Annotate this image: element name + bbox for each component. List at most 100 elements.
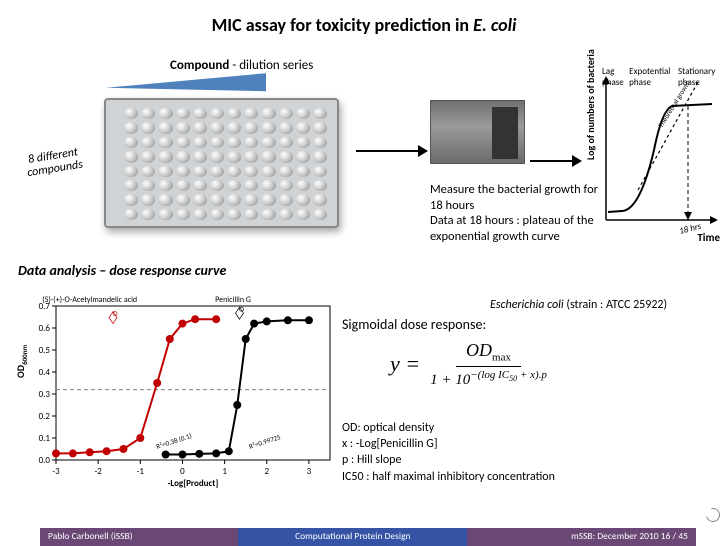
strain-label: Escherichia coli (strain : ATCC 25922) [490,298,667,312]
svg-text:0.3: 0.3 [39,389,51,400]
well [141,151,155,162]
well [313,180,327,191]
title-pre: MIC assay for toxicity prediction in [212,14,474,36]
measure-l2: Data at 18 hours : plateau of the expone… [430,213,605,244]
svg-text:-1: -1 [137,466,145,477]
svg-text:Penicillin G: Penicillin G [215,295,251,305]
well [244,209,258,220]
sigmoid-heading: Sigmoidal dose response: [342,316,486,333]
well [158,194,172,205]
data-analysis-heading: Data analysis – dose response curve [18,262,226,279]
well [210,122,224,133]
svg-text:0.2: 0.2 [39,411,51,422]
dilution-wedge-icon [106,73,266,97]
well [279,151,293,162]
def-ic50: IC50 : half maximal inhibitory concentra… [342,469,555,485]
well [141,209,155,220]
well [227,108,241,119]
well [296,151,310,162]
def-p: p : Hill slope [342,452,555,468]
well [176,108,190,119]
well [176,166,190,177]
well [158,180,172,191]
well [279,209,293,220]
eq-exp-sub: 50 [509,374,517,383]
well [296,166,310,177]
well [124,137,138,148]
arrow-icon [356,150,426,152]
well [296,122,310,133]
eq-lhs: y = [390,351,420,377]
well [261,151,275,162]
compound-dilution-label: Compound - dilution series [170,58,313,73]
eq-exp1: −(log IC [470,369,509,381]
well [193,122,207,133]
well [141,180,155,191]
well [227,166,241,177]
well [124,108,138,119]
well [141,108,155,119]
well [141,166,155,177]
well [313,137,327,148]
well [227,122,241,133]
growth-xlabel: Time [697,231,720,244]
well [193,151,207,162]
strain-rest: (strain : ATCC 25922) [566,298,667,312]
well [296,108,310,119]
well [261,194,275,205]
well [210,209,224,220]
well [244,151,258,162]
well [158,108,172,119]
svg-text:2: 2 [264,466,269,477]
dose-response-chart: 0.00.10.20.30.40.50.60.7-3-2-10123-Log[P… [18,288,338,488]
well [193,137,207,148]
measurement-text: Measure the bacterial growth for 18 hour… [430,182,605,245]
well [279,194,293,205]
well [261,209,275,220]
svg-text:R²=0.99725: R²=0.99725 [248,432,282,451]
well [227,209,241,220]
well [279,166,293,177]
well [193,209,207,220]
dilution-word: - dilution series [229,58,313,73]
well [313,122,327,133]
well [244,180,258,191]
well [210,194,224,205]
well [210,108,224,119]
well [193,108,207,119]
svg-text:3: 3 [307,466,312,477]
dose-response-equation: y = ODmax 1 + 10−(log IC50 + x).p [390,340,547,389]
well [261,108,275,119]
well [210,166,224,177]
eq-exp-tail: + x).p [517,369,547,381]
well [261,137,275,148]
footer-page: mSSB: December 2010 16 / 45 [467,528,696,546]
wellplate-graphic [104,98,339,228]
well [176,180,190,191]
variable-definitions: OD: optical density x : -Log[Penicillin … [342,420,555,485]
well [141,137,155,148]
svg-text:0.4: 0.4 [39,367,51,378]
svg-text:0: 0 [180,466,185,477]
well [158,151,172,162]
footer-title: Computational Protein Design [238,528,467,546]
well [176,209,190,220]
well [296,137,310,148]
measure-l1: Measure the bacterial growth for 18 hour… [430,182,605,213]
eq-max: max [492,352,511,364]
well [261,180,275,191]
well [158,122,172,133]
svg-text:0.1: 0.1 [39,433,51,444]
well [193,166,207,177]
well [279,108,293,119]
eight-compounds-label: 8 different compounds [24,146,83,180]
phase-lag: Lag phase [602,66,629,88]
footer-author: Pablo Carbonell (iSSB) [40,528,238,546]
well [313,166,327,177]
well [124,194,138,205]
well [176,122,190,133]
well [210,137,224,148]
well [141,122,155,133]
well [279,180,293,191]
well [176,137,190,148]
